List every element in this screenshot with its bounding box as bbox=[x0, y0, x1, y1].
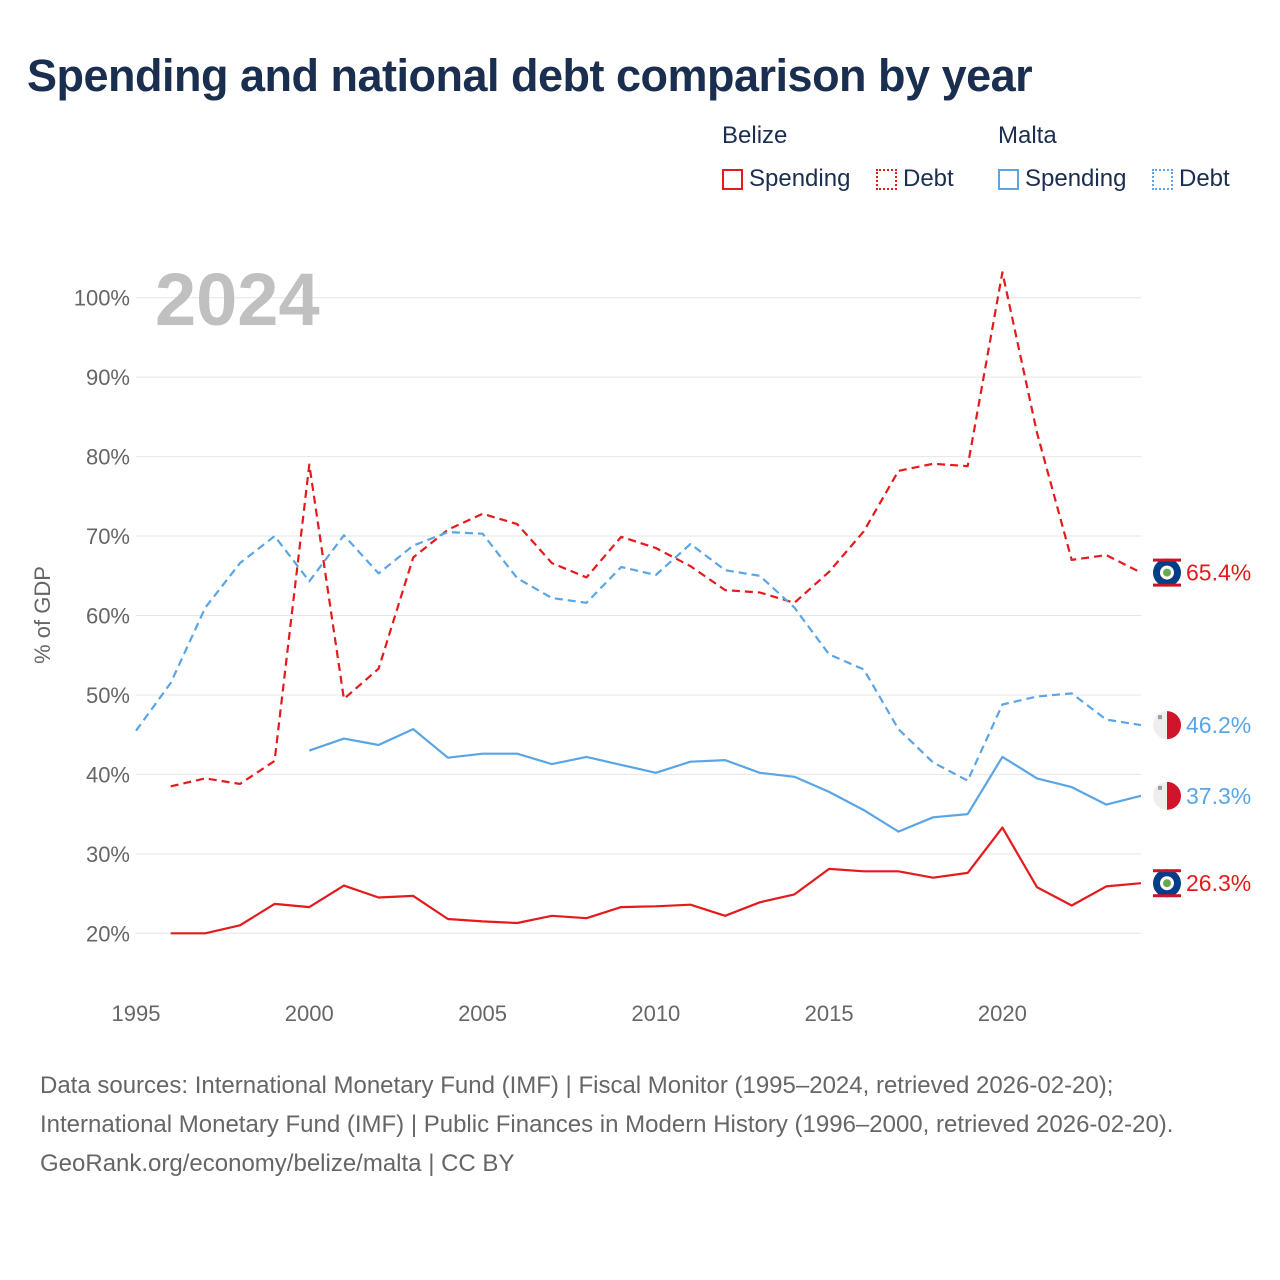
y-tick-label: 100% bbox=[74, 286, 130, 311]
legend-label: Spending bbox=[1025, 165, 1127, 192]
legend-malta-spending[interactable]: Spending bbox=[998, 165, 1126, 193]
legend-malta-debt[interactable]: Debt bbox=[1152, 165, 1230, 193]
legend-label: Debt bbox=[903, 165, 954, 192]
line-chart: 20% 30% 40% 50% 60% 70% 80% 90% 100% 1995 2000 2005… bbox=[30, 258, 1251, 1026]
end-value-label: 46.2% bbox=[1186, 712, 1251, 738]
belize-flag-icon bbox=[1153, 558, 1181, 587]
y-tick-label: 60% bbox=[86, 604, 130, 629]
y-axis-label: % of GDP bbox=[30, 566, 55, 664]
x-tick-label: 2010 bbox=[631, 1001, 680, 1026]
flag-right-half bbox=[1167, 711, 1181, 740]
page-title: Spending and national debt comparison by… bbox=[27, 50, 1033, 101]
flag-left-half bbox=[1153, 711, 1167, 740]
flag-emblem-center bbox=[1163, 879, 1171, 888]
end-value-label: 26.3% bbox=[1186, 870, 1251, 896]
y-tick-label: 50% bbox=[86, 683, 130, 708]
flag-stripe bbox=[1153, 558, 1181, 562]
series-line-malta-debt bbox=[135, 530, 1142, 782]
flag-stripe bbox=[1153, 894, 1181, 898]
footer: Data sources: International Monetary Fun… bbox=[40, 1066, 1240, 1183]
flag-stripe bbox=[1153, 869, 1181, 873]
legend-swatch-dotted-icon bbox=[876, 168, 897, 190]
y-tick-label: 90% bbox=[86, 365, 130, 390]
year-watermark: 2024 bbox=[155, 258, 320, 341]
end-value-label: 65.4% bbox=[1186, 560, 1251, 586]
legend-label: Debt bbox=[1179, 165, 1230, 192]
legend-swatch-solid-icon bbox=[998, 168, 1019, 190]
end-value-label: 37.3% bbox=[1186, 783, 1251, 809]
series-line-belize-spending bbox=[170, 826, 1142, 935]
x-tick-label: 1995 bbox=[112, 1001, 161, 1026]
legend-swatch-dotted-icon bbox=[1152, 168, 1173, 190]
x-tick-label: 2005 bbox=[458, 1001, 507, 1026]
legend-belize-debt[interactable]: Debt bbox=[876, 165, 954, 193]
credit: GeoRank.org/economy/belize/malta | CC BY bbox=[40, 1150, 515, 1177]
flag-stripe bbox=[1153, 583, 1181, 587]
belize-flag-icon bbox=[1153, 869, 1181, 898]
legend-belize-spending[interactable]: Spending bbox=[722, 165, 850, 193]
flag-cross bbox=[1158, 715, 1162, 720]
series-line-belize-debt bbox=[170, 271, 1142, 788]
legend-group-belize-title: Belize bbox=[722, 122, 788, 149]
x-tick-label: 2015 bbox=[805, 1001, 854, 1026]
legend-swatch-solid-icon bbox=[722, 168, 743, 190]
malta-flag-icon bbox=[1153, 781, 1181, 810]
legend-label: Spending bbox=[749, 165, 851, 192]
flag-right-half bbox=[1167, 781, 1181, 810]
flag-left-half bbox=[1153, 781, 1167, 810]
malta-flag-icon bbox=[1153, 711, 1181, 740]
y-tick-label: 80% bbox=[86, 445, 130, 470]
flag-cross bbox=[1158, 785, 1162, 790]
x-tick-label: 2020 bbox=[978, 1001, 1027, 1026]
series-line-malta-spending bbox=[308, 727, 1142, 833]
data-sources: Data sources: International Monetary Fun… bbox=[40, 1072, 1174, 1138]
legend-group-malta-title: Malta bbox=[998, 122, 1057, 149]
flag-emblem-center bbox=[1163, 568, 1171, 577]
y-tick-label: 20% bbox=[86, 921, 130, 946]
y-tick-label: 40% bbox=[86, 762, 130, 787]
x-tick-label: 2000 bbox=[285, 1001, 334, 1026]
y-tick-label: 30% bbox=[86, 842, 130, 867]
y-tick-label: 70% bbox=[86, 524, 130, 549]
